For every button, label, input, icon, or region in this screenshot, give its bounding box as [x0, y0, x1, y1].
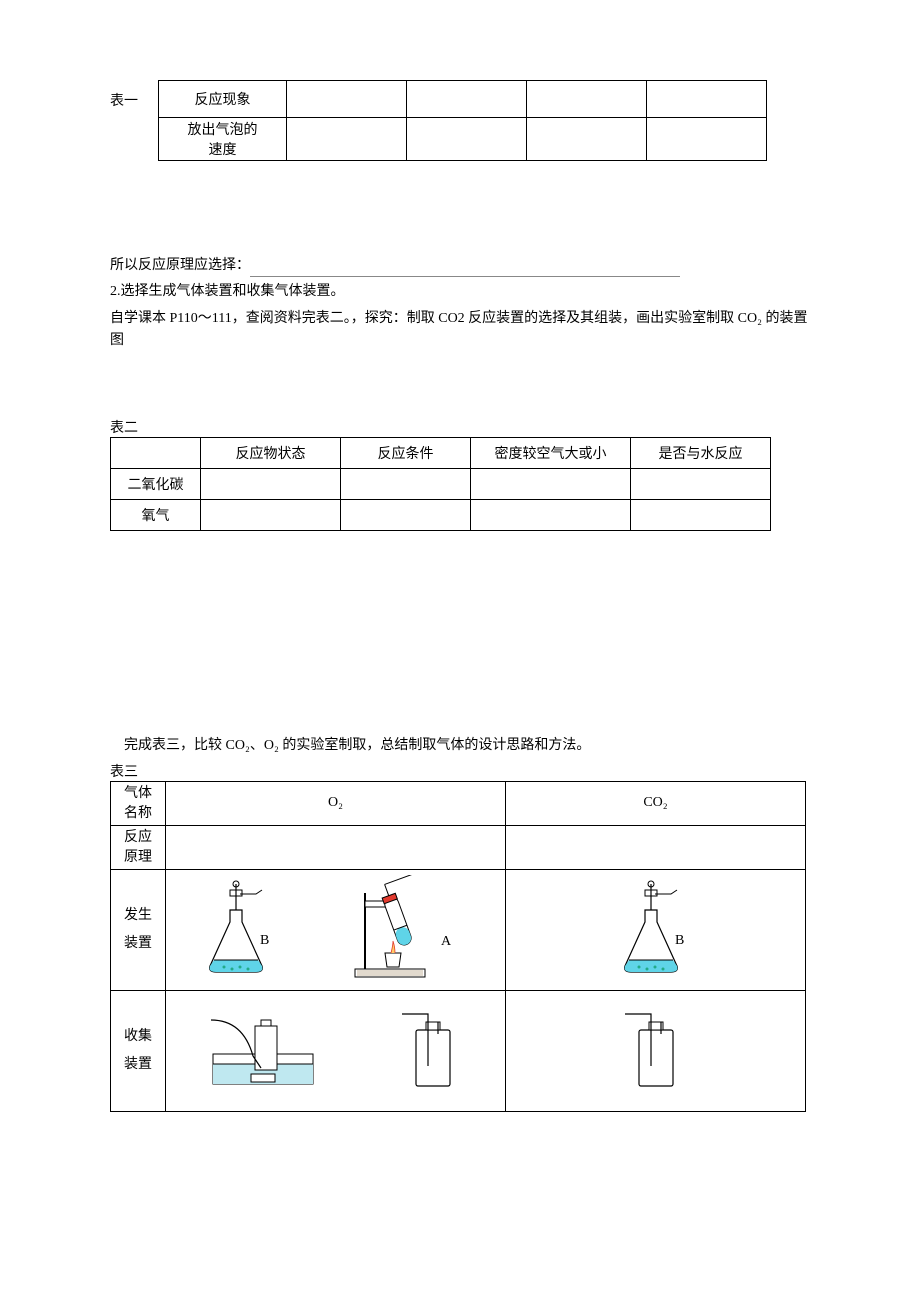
t3-co2-collector [506, 991, 806, 1112]
t1-cell [647, 81, 767, 118]
gas-bottle-1 [398, 1006, 468, 1096]
table-one: 反应现象放出气泡的 速度 [158, 80, 767, 161]
t3-row-name-label: 气体 名称 [111, 781, 166, 825]
t2-header: 是否与水反应 [631, 437, 771, 468]
t3-o2-generator: B A [166, 870, 506, 991]
t2-cell [631, 499, 771, 530]
flask-b-1: B [196, 880, 286, 980]
t3-co2-generator: B [506, 870, 806, 991]
t3-o2-principle [166, 826, 506, 870]
t1-cell [407, 81, 527, 118]
t3-co2-principle [506, 826, 806, 870]
section2-title: 2.选择生成气体装置和收集气体装置。 [110, 281, 810, 303]
t2-cell [631, 468, 771, 499]
t1-row-head: 反应现象 [159, 81, 287, 118]
table3-intro: 完成表三，比较 CO₂、O₂ 的实验室制取，总结制取气体的设计思路和方法。 [110, 735, 810, 757]
svg-text:B: B [675, 933, 684, 948]
t2-header [111, 437, 201, 468]
t2-cell [201, 468, 341, 499]
t2-cell [471, 499, 631, 530]
t1-cell [287, 118, 407, 161]
flask-b-2: B [611, 880, 701, 980]
t2-cell [341, 499, 471, 530]
heating-stand-a: A [345, 875, 475, 985]
t2-cell [341, 468, 471, 499]
table3-label: 表三 [110, 761, 810, 781]
t3-o2-collector [166, 991, 506, 1112]
t2-header: 反应物状态 [201, 437, 341, 468]
t2-header: 密度较空气大或小 [471, 437, 631, 468]
t2-row-head: 二氧化碳 [111, 468, 201, 499]
svg-text:A: A [441, 934, 452, 949]
table1-label: 表一 [110, 80, 158, 110]
t2-cell [201, 499, 341, 530]
t3-col-co2: CO₂ [506, 781, 806, 825]
t3-row-principle-label: 反应 原理 [111, 826, 166, 870]
principle-prefix: 所以反应原理应选择： [110, 258, 250, 273]
t1-row-head: 放出气泡的 速度 [159, 118, 287, 161]
t2-cell [471, 468, 631, 499]
t2-row-head: 氧气 [111, 499, 201, 530]
t1-cell [527, 118, 647, 161]
t3-row-generator-label: 发生 装置 [111, 870, 166, 991]
t1-cell [407, 118, 527, 161]
t2-header: 反应条件 [341, 437, 471, 468]
t1-cell [647, 118, 767, 161]
principle-line: 所以反应原理应选择： [110, 255, 810, 277]
t3-col-o2: O₂ [166, 781, 506, 825]
gas-bottle-2 [621, 1006, 691, 1096]
t1-cell [287, 81, 407, 118]
t3-row-collector-label: 收集 装置 [111, 991, 166, 1112]
t1-cell [527, 81, 647, 118]
principle-blank [250, 260, 680, 278]
table2-label: 表二 [110, 417, 810, 437]
table-two: 反应物状态反应条件密度较空气大或小是否与水反应二氧化碳氧气 [110, 437, 771, 531]
section2-para: 自学课本 P110～111，查阅资料完表二。，探究：制取 CO2 反应装置的选择… [110, 308, 810, 353]
svg-text:B: B [260, 933, 269, 948]
table-three: 气体 名称 O₂ CO₂ 反应 原理 发生 装置 B [110, 781, 806, 1112]
water-displacement [203, 1006, 323, 1096]
